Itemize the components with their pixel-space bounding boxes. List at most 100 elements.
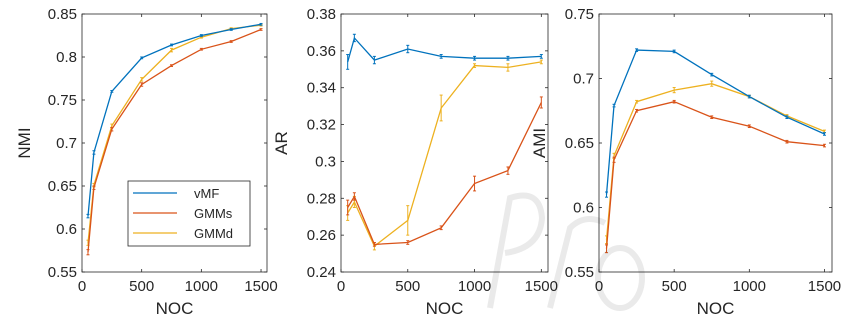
error-bar-gmmd bbox=[140, 77, 144, 82]
error-bar-gmms bbox=[539, 96, 543, 109]
y-tick-label: 0.24 bbox=[307, 264, 336, 281]
y-tick-label: 0.32 bbox=[307, 117, 336, 134]
y-tick-label: 0.65 bbox=[565, 135, 594, 152]
error-bar-vmf bbox=[346, 54, 350, 70]
error-bar-gmms bbox=[473, 175, 477, 192]
error-bar-gmmd bbox=[439, 94, 443, 122]
error-bar-vmf bbox=[612, 103, 616, 108]
error-bar-gmmd bbox=[170, 47, 174, 53]
chart-panel-ami: 0 500 1000 1500 0.55 0.6 0.65 0.7 0.75 NOC AMI bbox=[530, 6, 841, 318]
x-tick-label: 0 bbox=[78, 278, 86, 295]
error-bar-vmf bbox=[473, 55, 477, 61]
error-bar-vmf bbox=[747, 94, 751, 99]
y-axis-label: AMI bbox=[530, 128, 549, 158]
error-bar-gmms bbox=[372, 242, 376, 247]
error-bar-vmf bbox=[605, 191, 609, 198]
error-bar-vmf bbox=[86, 213, 90, 219]
error-bar-gmmd bbox=[473, 63, 477, 68]
legend-label-gmmd: GMMd bbox=[194, 226, 233, 241]
error-bar-gmms bbox=[92, 185, 96, 190]
y-tick-label: 0.8 bbox=[56, 49, 77, 66]
error-bar-gmms bbox=[672, 99, 676, 104]
error-bar-vmf bbox=[170, 43, 174, 47]
x-tick-label: 500 bbox=[662, 278, 687, 295]
series-vmf bbox=[86, 22, 263, 219]
series-vmf bbox=[605, 48, 826, 198]
x-tick-label: 1500 bbox=[525, 278, 558, 295]
error-bar-vmf bbox=[539, 54, 543, 59]
series-line-vmf bbox=[347, 36, 542, 63]
error-bar-vmf bbox=[372, 55, 376, 65]
error-bar-vmf bbox=[635, 48, 639, 52]
x-tick-label: 1000 bbox=[458, 278, 491, 295]
legend-label-vmf: vMF bbox=[194, 186, 219, 201]
error-bar-vmf bbox=[140, 56, 144, 60]
y-tick-label: 0.26 bbox=[307, 227, 336, 244]
series-line-gmms bbox=[605, 101, 825, 249]
error-bar-vmf bbox=[822, 132, 826, 136]
y-tick-label: 0.7 bbox=[56, 135, 77, 152]
error-bar-gmms bbox=[86, 249, 90, 256]
error-bar-gmmd bbox=[635, 99, 639, 104]
error-bar-vmf bbox=[672, 49, 676, 54]
x-axis-label: NOC bbox=[426, 299, 464, 318]
series-gmms bbox=[346, 96, 543, 247]
y-tick-label: 0.36 bbox=[307, 43, 336, 60]
y-tick-label: 0.55 bbox=[48, 264, 77, 281]
error-bar-gmms bbox=[406, 240, 410, 245]
error-bar-gmms bbox=[605, 244, 609, 254]
error-bar-vmf bbox=[92, 150, 96, 155]
y-tick-label: 0.65 bbox=[48, 178, 77, 195]
error-bar-vmf bbox=[506, 55, 510, 61]
series-gmms bbox=[86, 28, 263, 256]
y-tick-label: 0.7 bbox=[573, 71, 594, 88]
error-bar-gmms bbox=[612, 156, 616, 163]
x-tick-label: 500 bbox=[129, 278, 154, 295]
error-bar-gmms bbox=[259, 28, 263, 31]
x-axis-label: NOC bbox=[697, 299, 735, 318]
chart-panel-ar: 0 500 1000 1500 0.24 0.26 0.28 0.3 0.32 0.34 0.36 0… bbox=[272, 6, 558, 318]
y-tick-label: 0.34 bbox=[307, 80, 336, 97]
x-tick-label: 1500 bbox=[808, 278, 841, 295]
error-bar-gmms bbox=[110, 127, 114, 132]
error-bar-gmms bbox=[140, 82, 144, 87]
y-tick-label: 0.3 bbox=[315, 153, 336, 170]
error-bar-gmmd bbox=[539, 59, 543, 65]
series-line-vmf bbox=[605, 49, 825, 195]
y-tick-label: 0.38 bbox=[307, 6, 336, 23]
y-axis-label: AR bbox=[272, 131, 291, 155]
y-tick-label: 0.85 bbox=[48, 6, 77, 23]
error-bar-vmf bbox=[710, 72, 714, 77]
error-bar-vmf bbox=[199, 34, 203, 37]
y-tick-label: 0.75 bbox=[565, 6, 594, 23]
series-line-vmf bbox=[87, 23, 262, 217]
y-tick-label: 0.75 bbox=[48, 92, 77, 109]
series-line-gmmd bbox=[347, 61, 542, 248]
error-bar-vmf bbox=[229, 28, 233, 31]
y-axis-label: NMI bbox=[15, 127, 34, 158]
error-bar-gmms bbox=[352, 192, 356, 201]
error-bar-vmf bbox=[439, 54, 443, 59]
error-bar-gmmd bbox=[710, 80, 714, 87]
error-bar-gmms bbox=[346, 199, 350, 216]
legend-label-gmms: GMMs bbox=[194, 206, 233, 221]
series-line-gmms bbox=[87, 28, 262, 253]
series-line-gmmd bbox=[605, 83, 825, 240]
series-gmmd bbox=[605, 80, 826, 245]
error-bar-gmmd bbox=[406, 205, 410, 236]
error-bar-vmf bbox=[785, 115, 789, 119]
error-bar-vmf bbox=[352, 33, 356, 43]
error-bar-vmf bbox=[406, 44, 410, 54]
axes-box bbox=[340, 13, 549, 273]
error-bar-gmms bbox=[506, 166, 510, 175]
series-gmmd bbox=[346, 59, 543, 251]
x-tick-label: 1500 bbox=[244, 278, 277, 295]
series-vmf bbox=[346, 33, 543, 70]
x-tick-label: 1000 bbox=[185, 278, 218, 295]
error-bar-gmms bbox=[439, 225, 443, 231]
error-bar-vmf bbox=[259, 22, 263, 26]
y-tick-label: 0.6 bbox=[573, 200, 594, 217]
error-bar-gmmd bbox=[672, 87, 676, 94]
error-bar-vmf bbox=[110, 90, 114, 93]
